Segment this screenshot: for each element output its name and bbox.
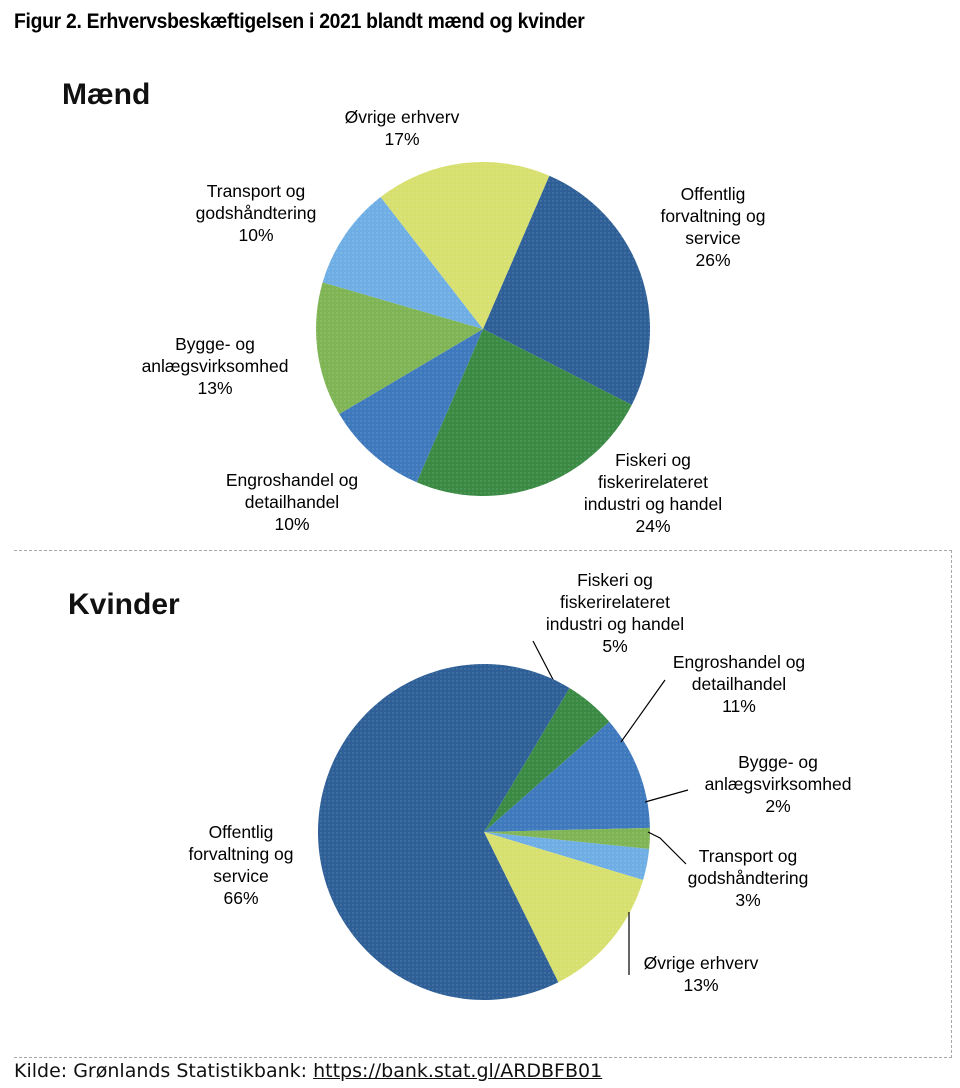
slice-value-label: 10% xyxy=(274,514,309,534)
slice-category-label: forvaltning og xyxy=(660,206,765,226)
slice-category-label: Engroshandel og xyxy=(673,652,805,672)
pie-women: Fiskeri og fiskerirelateret industri og ha… xyxy=(188,570,852,1001)
slice-value-label: 3% xyxy=(735,890,760,910)
men-label-transport-og-godshaandtering: Transport og godshåndtering 10% xyxy=(196,181,317,245)
slice-value-label: 26% xyxy=(695,250,730,270)
slice-value-label: 13% xyxy=(197,378,232,398)
slice-value-label: 5% xyxy=(602,636,627,656)
women-label-offentlig-forvaltning-og-service: Offentlig forvaltning og service 66% xyxy=(188,822,293,908)
slice-category-label: anlægsvirksomhed xyxy=(142,356,289,376)
chart-title-men: Mænd xyxy=(62,78,151,111)
women-slice-bygge-og-anlaegsvirksomhed-texture xyxy=(484,827,650,849)
slice-category-label: anlægsvirksomhed xyxy=(705,774,852,794)
slice-category-label: Øvrige erhverv xyxy=(644,953,759,973)
men-label-oevrige-erhverv: Øvrige erhverv 17% xyxy=(345,107,460,149)
slice-category-label: Transport og xyxy=(699,846,798,866)
source-note: Kilde: Grønlands Statistikbank: https://… xyxy=(14,1060,602,1082)
men-slice-transport-og-godshaandtering-texture xyxy=(322,197,483,329)
panel-border-bottom xyxy=(14,1057,952,1058)
women-label-oevrige-erhverv: Øvrige erhverv 13% xyxy=(644,953,759,995)
women-label-engroshandel-og-detailhandel: Engroshandel og detailhandel 11% xyxy=(673,652,805,716)
women-slice-oevrige-erhverv-texture xyxy=(484,832,644,983)
slice-value-label: 17% xyxy=(384,129,419,149)
slice-value-label: 10% xyxy=(238,225,273,245)
men-label-offentlig-forvaltning-og-service: Offentlig forvaltning og service 26% xyxy=(660,184,765,270)
women-leader-line xyxy=(644,789,689,803)
slice-category-label: detailhandel xyxy=(692,674,786,694)
slice-category-label: Bygge- og xyxy=(175,334,255,354)
slice-category-label: Offentlig xyxy=(681,184,746,204)
slice-category-label: service xyxy=(685,228,740,248)
panel-divider xyxy=(14,550,952,551)
women-leader-line xyxy=(647,831,687,865)
women-leader-line xyxy=(620,679,666,743)
slice-category-label: Fiskeri og xyxy=(577,570,653,590)
women-slice-offentlig-forvaltning-og-service-texture xyxy=(318,664,570,1001)
source-label: Kilde: Grønlands Statistikbank: xyxy=(14,1060,314,1082)
men-label-engroshandel-og-detailhandel: Engroshandel og detailhandel 10% xyxy=(226,470,358,534)
slice-category-label: Engroshandel og xyxy=(226,470,358,490)
slice-value-label: 66% xyxy=(223,888,258,908)
slice-value-label: 2% xyxy=(765,796,790,816)
pie-charts: Offentlig forvaltning og service 26%Fiskeri… xyxy=(142,107,852,1001)
slice-category-label: Øvrige erhverv xyxy=(345,107,460,127)
women-label-bygge-og-anlaegsvirksomhed: Bygge- og anlægsvirksomhed 2% xyxy=(705,752,852,816)
slice-category-label: fiskerirelateret xyxy=(598,472,708,492)
slice-category-label: service xyxy=(213,866,268,886)
slice-value-label: 24% xyxy=(635,516,670,536)
slice-category-label: Transport og xyxy=(207,181,306,201)
slice-category-label: godshåndtering xyxy=(196,203,317,223)
men-slice-bygge-og-anlaegsvirksomhed-texture xyxy=(316,282,483,415)
slice-value-label: 13% xyxy=(683,975,718,995)
panel-border-right xyxy=(951,550,952,1058)
women-slice-fiskeri-og-fiskerirelateret-industri-og-handel-texture xyxy=(484,688,610,832)
men-slice-fiskeri-og-fiskerirelateret-industri-og-handel-texture xyxy=(416,329,632,497)
source-link[interactable]: https://bank.stat.gl/ARDBFB01 xyxy=(313,1060,603,1082)
slice-category-label: industri og handel xyxy=(546,614,684,634)
men-slice-oevrige-erhverv-texture xyxy=(380,161,550,329)
men-label-fiskeri-og-fiskerirelateret-industri-og-handel: Fiskeri og fiskerirelateret industri og ha… xyxy=(584,450,722,536)
women-slice-engroshandel-og-detailhandel-texture xyxy=(484,721,650,832)
pie-men: Offentlig forvaltning og service 26% Fiskeri… xyxy=(142,107,766,536)
slice-category-label: forvaltning og xyxy=(188,844,293,864)
men-label-bygge-og-anlaegsvirksomhed: Bygge- og anlægsvirksomhed 13% xyxy=(142,334,289,398)
slice-category-label: Bygge- og xyxy=(738,752,818,772)
chart-title-women: Kvinder xyxy=(68,588,180,621)
slice-category-label: Offentlig xyxy=(209,822,274,842)
slice-value-label: 11% xyxy=(722,696,756,716)
slice-category-label: godshåndtering xyxy=(688,868,809,888)
men-slice-engroshandel-og-detailhandel-texture xyxy=(339,329,483,483)
women-label-transport-og-godshaandtering: Transport og godshåndtering 3% xyxy=(688,846,809,910)
women-label-fiskeri-og-fiskerirelateret-industri-og-handel: Fiskeri og fiskerirelateret industri og ha… xyxy=(546,570,684,656)
slice-category-label: industri og handel xyxy=(584,494,722,514)
slice-category-label: detailhandel xyxy=(245,492,339,512)
figure-title: Figur 2. Erhvervsbeskæftigelsen i 2021 b… xyxy=(14,10,585,33)
men-slice-offentlig-forvaltning-og-service-texture xyxy=(483,175,651,405)
slice-category-label: fiskerirelateret xyxy=(560,592,670,612)
slice-category-label: Fiskeri og xyxy=(615,450,691,470)
women-slice-transport-og-godshaandtering-texture xyxy=(484,832,650,880)
